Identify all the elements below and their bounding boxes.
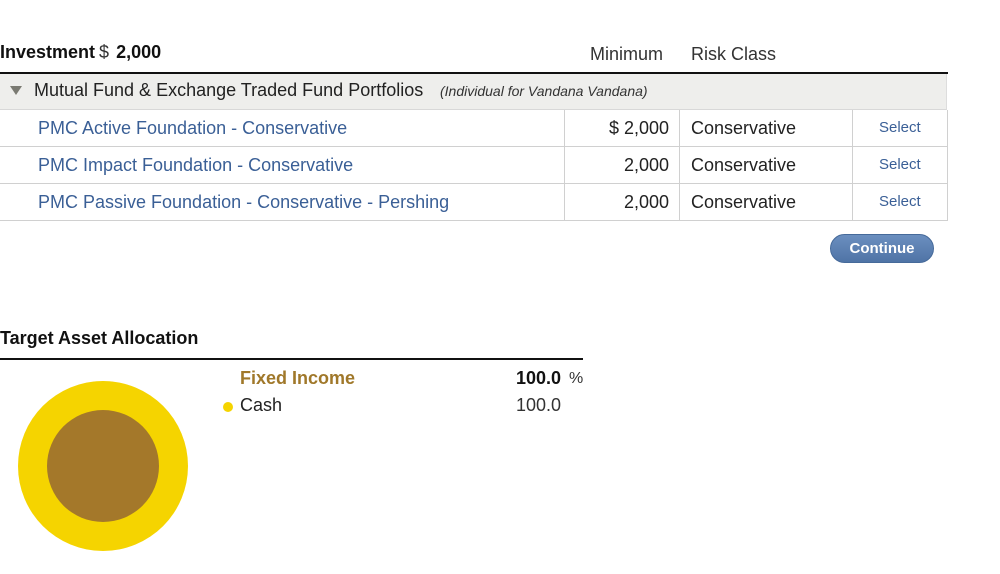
- fund-row: PMC Impact Foundation - Conservative 2,0…: [0, 147, 948, 184]
- select-cell: Select: [852, 184, 948, 220]
- currency-symbol: $: [99, 42, 110, 62]
- allocation-donut-chart: [18, 381, 188, 551]
- allocation-title: Target Asset Allocation: [0, 328, 199, 348]
- fund-minimum: 2,000: [623, 155, 669, 175]
- fund-row: PMC Active Foundation - Conservative $ 2…: [0, 110, 948, 147]
- select-link[interactable]: Select: [879, 119, 921, 136]
- category-value: 100.0: [516, 368, 562, 388]
- column-header-risk-class: Risk Class: [691, 44, 777, 64]
- category-label-fixed-income: Fixed Income: [240, 368, 356, 388]
- portfolio-group-note: (Individual for Vandana Vandana): [440, 83, 648, 99]
- fund-minimum-cell: 2,000: [564, 184, 680, 220]
- portfolio-group-title: Mutual Fund & Exchange Traded Fund Portf…: [34, 80, 424, 100]
- investment-label: Investment: [0, 42, 96, 62]
- continue-button[interactable]: Continue: [830, 234, 934, 263]
- portfolio-group-row[interactable]: Mutual Fund & Exchange Traded Fund Portf…: [0, 74, 947, 110]
- fund-risk-class: Conservative: [691, 118, 797, 138]
- allocation-divider: [0, 358, 583, 360]
- percent-sign: %: [569, 370, 584, 387]
- column-header-minimum: Minimum: [590, 44, 664, 64]
- fund-risk-class: Conservative: [691, 192, 797, 212]
- header-divider: [0, 72, 948, 74]
- select-link[interactable]: Select: [879, 193, 921, 210]
- fund-minimum-cell: 2,000: [564, 147, 680, 183]
- fund-risk-class: Conservative: [691, 155, 797, 175]
- select-link[interactable]: Select: [879, 156, 921, 173]
- legend-label-cash: Cash: [240, 395, 283, 415]
- fund-name-link[interactable]: PMC Impact Foundation - Conservative: [38, 155, 354, 175]
- fund-minimum: $ 2,000: [608, 118, 669, 138]
- investment-title: Investment $ 2,000: [0, 42, 161, 63]
- fund-name-link[interactable]: PMC Active Foundation - Conservative: [38, 118, 348, 138]
- legend-value-cash: 100.0: [516, 395, 562, 415]
- select-cell: Select: [852, 147, 948, 183]
- select-cell: Select: [852, 110, 948, 146]
- fund-row: PMC Passive Foundation - Conservative - …: [0, 184, 948, 221]
- fixed-income-core: [47, 410, 159, 522]
- collapse-caret-icon[interactable]: [10, 86, 22, 95]
- cash-legend-dot: [223, 402, 233, 412]
- fund-minimum: 2,000: [623, 192, 669, 212]
- fund-minimum-cell: $ 2,000: [564, 110, 680, 146]
- investment-amount: 2,000: [116, 42, 162, 62]
- investment-header: Investment $ 2,000 Minimum Risk Class: [0, 38, 948, 72]
- fund-name-link[interactable]: PMC Passive Foundation - Conservative - …: [38, 192, 450, 212]
